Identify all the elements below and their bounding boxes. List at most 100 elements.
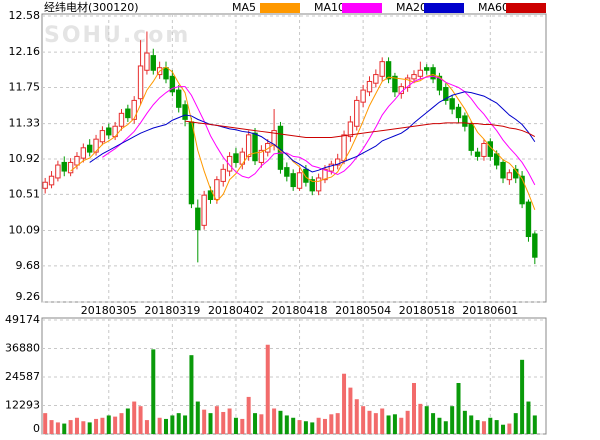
candle-body — [354, 99, 360, 127]
volume-bar — [49, 420, 54, 434]
candle-body — [214, 179, 220, 200]
candle-body — [481, 142, 487, 157]
y-tick-label: 24587 — [5, 370, 40, 383]
volume-bar — [87, 422, 92, 434]
candle-body — [532, 233, 538, 258]
volume-bar — [532, 415, 537, 434]
volume-bar — [176, 413, 181, 434]
candle-body — [42, 181, 48, 189]
ma-line — [185, 120, 536, 138]
candle-body — [424, 67, 430, 71]
volume-bar — [272, 408, 277, 434]
x-tick-label: 20180319 — [144, 304, 200, 317]
candle-body — [144, 52, 150, 71]
volume-bar — [443, 421, 448, 434]
volume-bar — [494, 420, 499, 434]
y-tick-label: 49174 — [5, 313, 40, 326]
candle-body — [106, 127, 112, 136]
volume-bar — [81, 421, 86, 434]
candle-body — [385, 61, 392, 80]
volume-bar — [43, 413, 48, 434]
volume-bar — [157, 417, 162, 434]
candle-body — [290, 173, 296, 188]
volume-bar — [94, 418, 99, 434]
volume-bar — [520, 359, 525, 434]
volume-bar — [119, 413, 124, 434]
candle-body — [80, 147, 87, 159]
candle-body — [392, 75, 398, 93]
volume-bar — [342, 373, 347, 434]
volume-bar — [437, 417, 442, 434]
candle-body — [125, 108, 131, 119]
volume-bar — [367, 410, 372, 434]
volume-bar — [195, 401, 200, 434]
volume-bar — [392, 414, 397, 434]
volume-bar — [456, 382, 461, 434]
legend-swatch — [424, 3, 464, 13]
candle-body — [265, 142, 271, 153]
candle-body — [86, 144, 93, 153]
candle-body — [315, 177, 322, 192]
candle-body — [309, 179, 315, 192]
candle-body — [430, 67, 436, 80]
candle-body — [201, 194, 207, 226]
x-tick-label: 20180601 — [462, 304, 518, 317]
volume-bar — [106, 415, 111, 434]
volume-bar — [469, 415, 474, 434]
candle-body — [493, 153, 500, 166]
x-tick-label: 20180402 — [208, 304, 264, 317]
volume-bar — [399, 417, 404, 434]
y-tick-label: 11.33 — [9, 117, 41, 130]
candle-body — [61, 161, 67, 172]
volume-bar — [138, 406, 143, 434]
volume-bar — [488, 417, 493, 434]
volume-bar — [361, 406, 366, 434]
ma-line — [102, 75, 536, 186]
volume-bar — [214, 406, 219, 434]
candle-body — [360, 89, 366, 103]
volume-bar — [259, 414, 264, 434]
candle-body — [188, 121, 195, 205]
volume-bar — [246, 396, 251, 434]
x-tick-label: 20180305 — [81, 304, 137, 317]
volume-bar — [233, 417, 238, 434]
candle-body — [169, 75, 176, 93]
volume-bar — [253, 413, 258, 434]
candle-body — [195, 207, 201, 231]
volume-bar — [113, 416, 118, 434]
volume-bar — [170, 415, 175, 434]
candle-body — [303, 168, 309, 183]
candle-body — [131, 99, 137, 120]
candle-body — [519, 175, 525, 205]
candle-body — [258, 149, 265, 163]
legend-label: MA60 — [478, 1, 509, 14]
candle-body — [487, 141, 494, 157]
legend-swatch — [260, 3, 300, 13]
volume-bar — [74, 417, 79, 434]
volume-bar — [227, 408, 232, 434]
volume-bar — [322, 418, 327, 434]
volume-bar — [405, 410, 410, 434]
candle-body — [284, 167, 290, 177]
legend-label: MA5 — [232, 1, 256, 14]
candle-body — [500, 161, 506, 179]
volume-bar — [303, 421, 308, 434]
volume-bar — [55, 422, 60, 434]
x-tick-label: 20180518 — [399, 304, 455, 317]
candle-body — [67, 161, 74, 174]
candle-body — [182, 104, 188, 120]
candle-body — [220, 168, 226, 182]
y-tick-label: 12.58 — [9, 9, 41, 22]
candle-body — [271, 130, 277, 146]
volume-bar — [513, 413, 518, 434]
candle-body — [474, 151, 481, 157]
volume-bar — [316, 417, 321, 434]
volume-bar — [221, 411, 226, 434]
volume-bar — [189, 355, 194, 434]
candle-body — [417, 69, 424, 77]
legend-label: MA20 — [396, 1, 427, 14]
candle-body — [373, 74, 379, 84]
legend-swatch — [506, 3, 546, 13]
volume-bar — [412, 382, 416, 434]
